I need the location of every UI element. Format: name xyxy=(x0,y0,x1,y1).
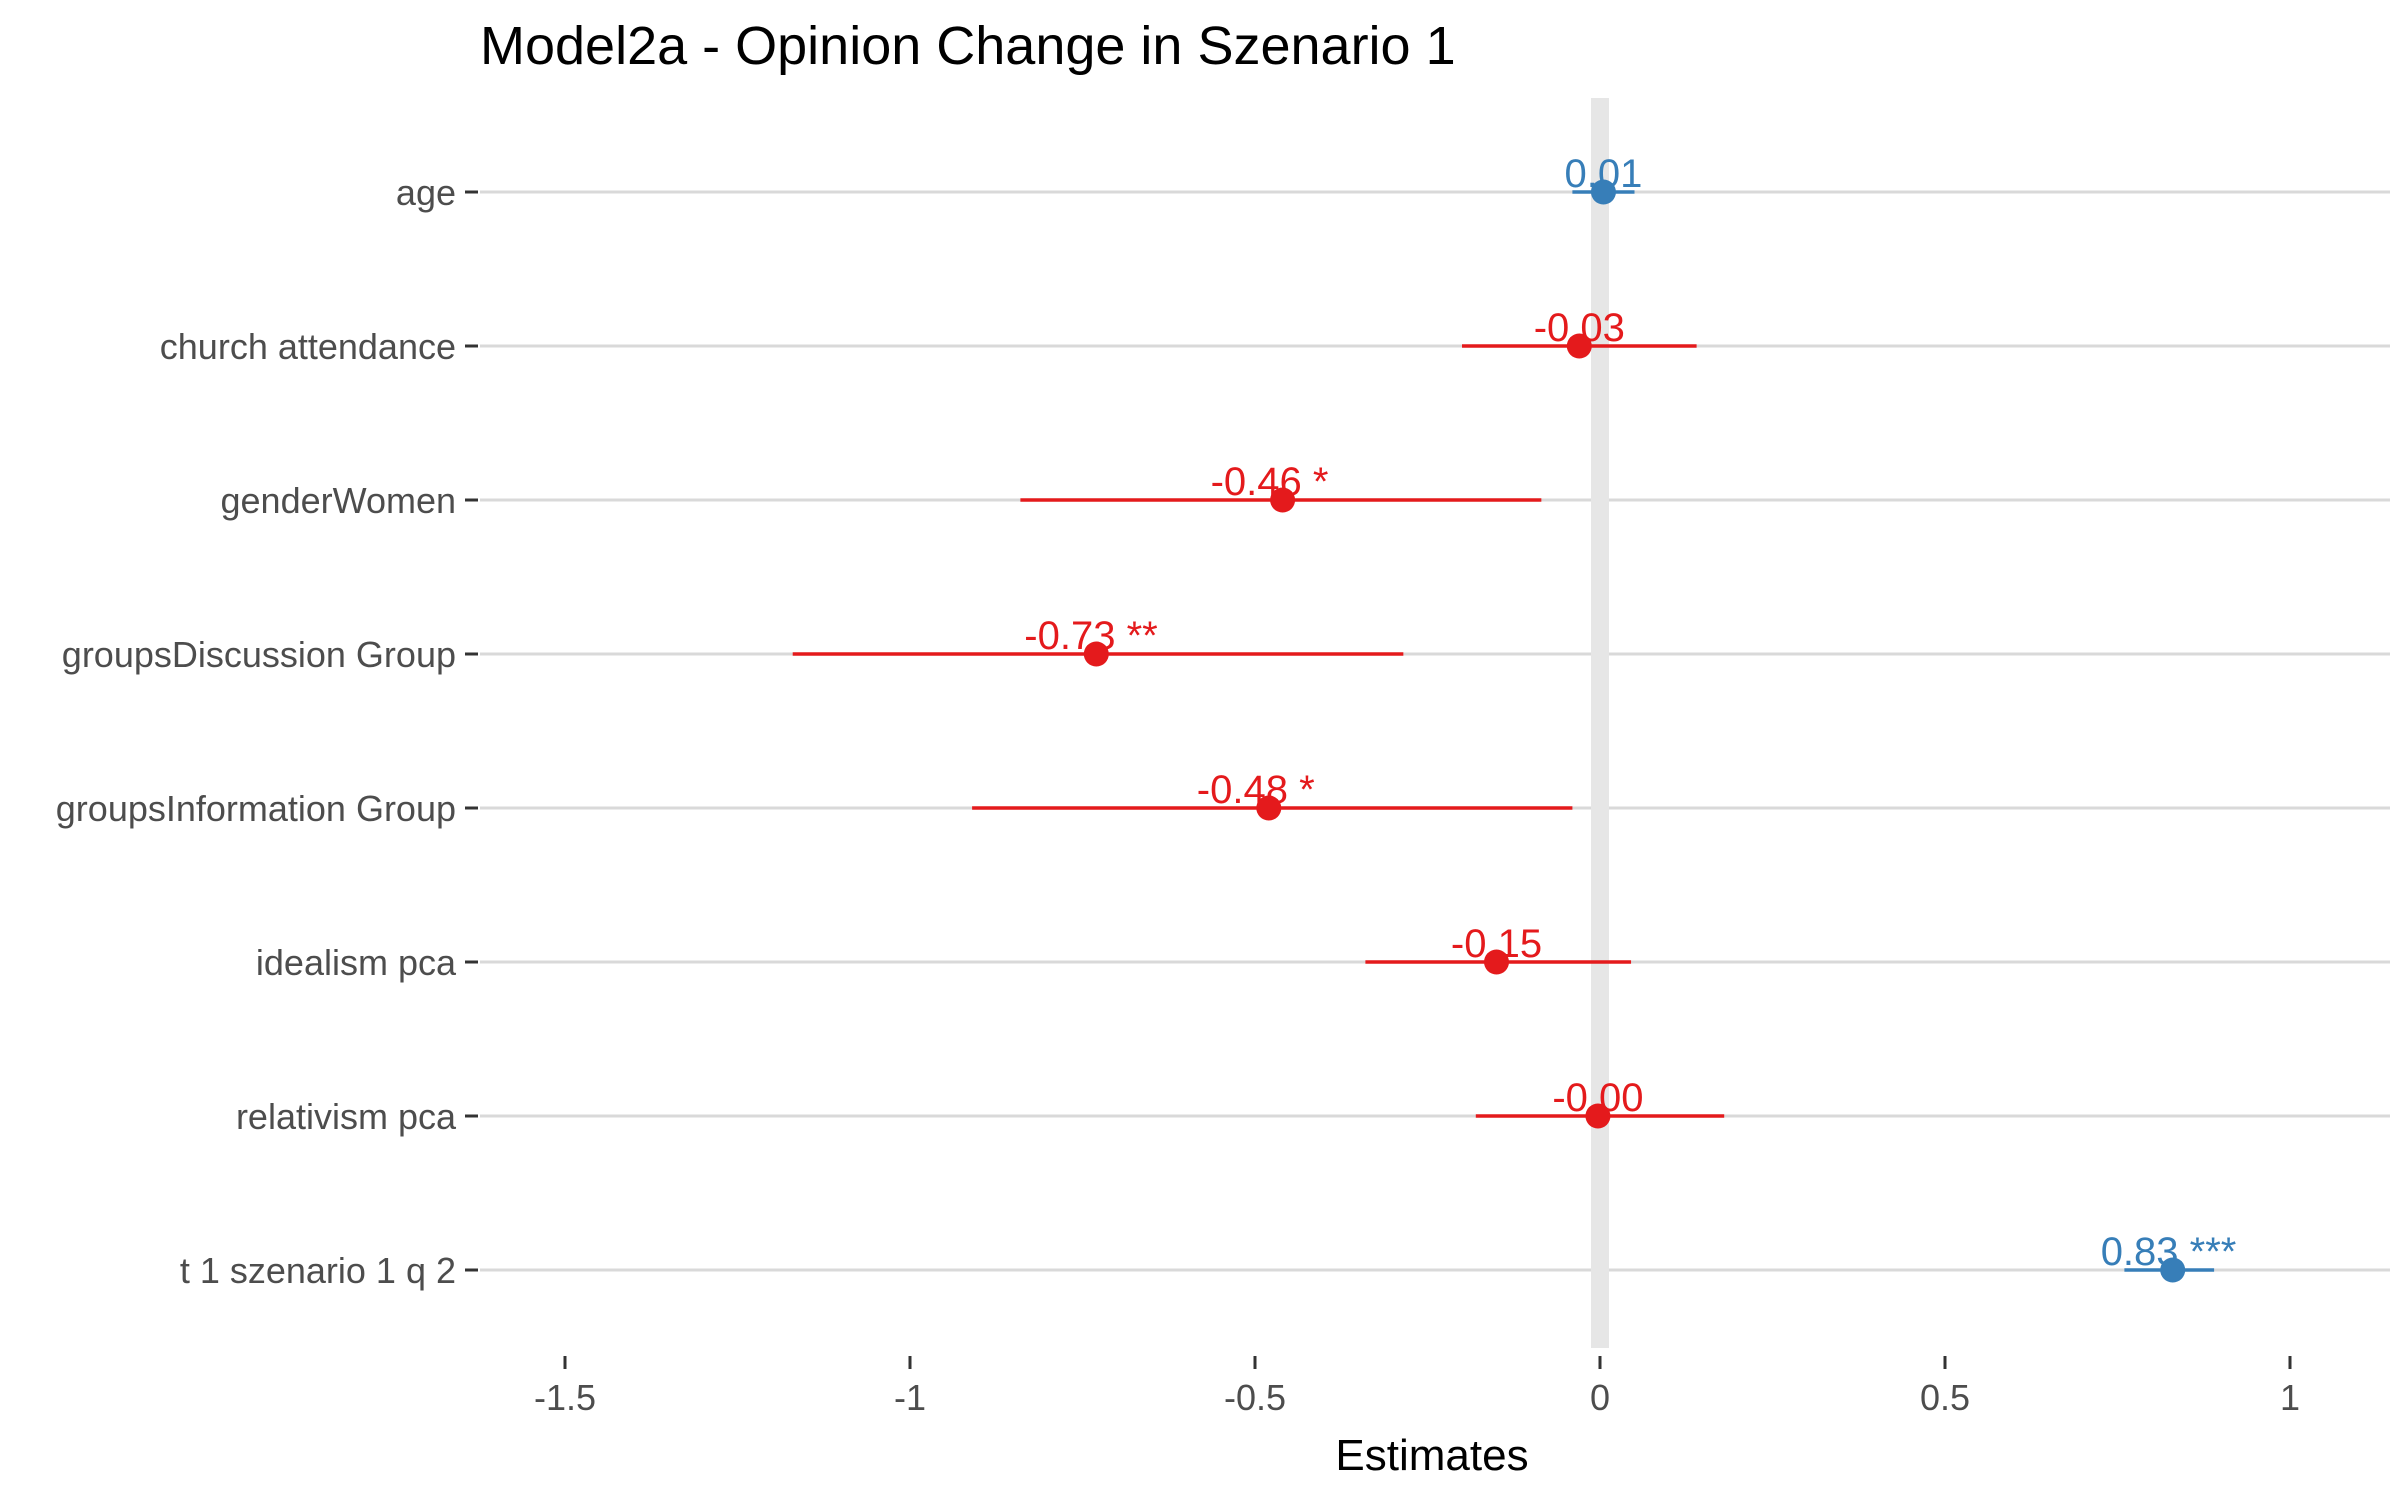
estimate-point xyxy=(1484,949,1509,975)
y-tick-label: groupsDiscussion Group xyxy=(62,634,456,675)
estimate-point xyxy=(1270,487,1296,513)
value-label: -0.48 * xyxy=(1197,768,1315,812)
value-label: -0.00 xyxy=(1552,1076,1643,1120)
y-tick-label: idealism pca xyxy=(256,942,457,983)
x-axis-title: Estimates xyxy=(1335,1431,1528,1480)
estimate-point xyxy=(1566,333,1592,359)
y-tick-label: genderWomen xyxy=(221,480,456,521)
value-label: 0.01 xyxy=(1565,152,1643,196)
x-tick-label: -0.5 xyxy=(1224,1377,1286,1418)
value-label: -0.46 * xyxy=(1211,460,1329,504)
x-tick-label: 0 xyxy=(1590,1377,1610,1418)
y-axis-labels: age church attendance genderWomen groupsDis… xyxy=(56,172,478,1291)
value-label: -0.03 xyxy=(1534,306,1625,350)
value-label: 0.83 *** xyxy=(2101,1230,2237,1274)
estimate-point xyxy=(1083,641,1109,667)
estimate-points xyxy=(1083,179,2186,1283)
estimate-point xyxy=(2160,1257,2186,1283)
y-tick-label: groupsInformation Group xyxy=(56,788,456,829)
grid-lines xyxy=(480,190,2390,1272)
y-tick-label: relativism pca xyxy=(236,1096,457,1137)
y-tick-label: t 1 szenario 1 q 2 xyxy=(180,1250,456,1291)
zero-reference-line xyxy=(1591,98,1609,1348)
estimate-point xyxy=(1256,795,1282,821)
x-axis: -1.5 -1 -0.5 0 0.5 1 xyxy=(534,1356,2300,1418)
chart-title: Model2a - Opinion Change in Szenario 1 xyxy=(480,16,1456,76)
estimate-point xyxy=(1590,179,1616,205)
value-labels: 0.01 -0.03 -0.46 * -0.73 ** -0.48 * -0.15 -0.0… xyxy=(1024,152,2236,1274)
x-tick-label: 0.5 xyxy=(1920,1377,1970,1418)
y-tick-label: church attendance xyxy=(160,326,456,367)
x-tick-label: -1.5 xyxy=(534,1377,596,1418)
x-tick-label: 1 xyxy=(2280,1377,2300,1418)
x-tick-label: -1 xyxy=(894,1377,926,1418)
y-tick-label: age xyxy=(396,172,456,213)
value-label: -0.15 xyxy=(1451,922,1542,966)
confidence-intervals xyxy=(792,190,2215,1272)
value-label: -0.73 ** xyxy=(1024,614,1157,658)
estimate-point xyxy=(1585,1103,1611,1129)
